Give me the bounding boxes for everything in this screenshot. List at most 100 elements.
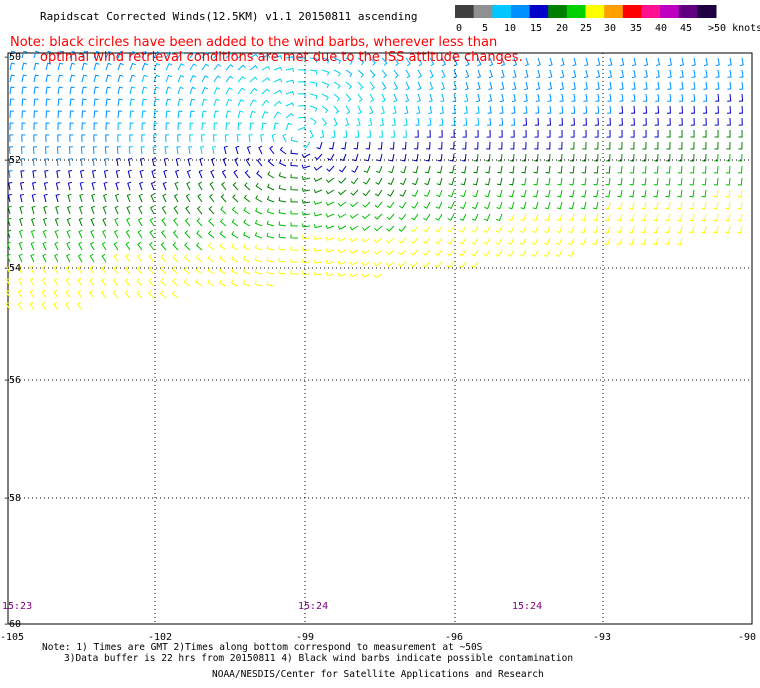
wind-barb — [495, 225, 503, 234]
wind-barb — [160, 266, 167, 275]
wind-barb — [136, 266, 143, 275]
wind-barb — [92, 169, 97, 179]
wind-barb — [220, 206, 227, 215]
wind-barb — [213, 63, 222, 71]
wind-barb — [21, 62, 28, 71]
wind-barb — [606, 129, 611, 138]
wind-barb — [235, 145, 240, 155]
wind-barb — [69, 74, 76, 83]
color-scale-label: 45 — [680, 23, 692, 34]
wind-barb — [189, 86, 196, 95]
wind-barb — [65, 253, 71, 263]
wind-barb — [137, 229, 143, 239]
wind-barb — [714, 129, 719, 138]
wind-barb — [386, 249, 395, 256]
wind-barb — [211, 145, 217, 155]
wind-barb — [331, 129, 336, 138]
wind-barb — [103, 193, 108, 203]
wind-barb — [195, 266, 203, 275]
wind-barb — [20, 146, 26, 155]
wind-barb — [545, 153, 551, 162]
wind-barb — [605, 177, 611, 186]
wind-barb — [117, 98, 123, 107]
wind-barb — [655, 93, 660, 102]
wind-barb — [248, 134, 253, 143]
wind-barb — [89, 265, 95, 275]
wind-barb — [679, 57, 684, 67]
wind-barb — [472, 189, 479, 198]
wind-barb — [727, 81, 732, 90]
wind-barb — [102, 205, 107, 215]
wind-barb — [405, 57, 411, 67]
wind-barb — [434, 237, 443, 245]
wind-barb — [249, 110, 256, 119]
wind-barb — [536, 57, 541, 67]
wind-barb — [237, 122, 243, 131]
wind-barb — [582, 129, 587, 138]
wind-barb — [231, 255, 239, 263]
wind-barb — [93, 74, 100, 83]
wind-barb — [254, 244, 263, 251]
wind-barb — [65, 289, 71, 299]
wind-barb — [535, 81, 541, 91]
wind-barb — [116, 158, 121, 167]
color-scale-swatch — [492, 5, 512, 18]
wind-barb — [313, 189, 323, 194]
wind-barb — [522, 129, 527, 138]
wind-barb — [387, 177, 395, 186]
wind-barb — [172, 230, 179, 239]
wind-barb — [655, 57, 661, 66]
wind-barb — [405, 93, 410, 103]
wind-barb — [113, 241, 119, 251]
wind-barb — [302, 247, 311, 252]
wind-barb — [126, 205, 131, 215]
wind-barb — [471, 249, 479, 257]
wind-barb — [484, 189, 491, 198]
wind-barb — [474, 141, 479, 150]
wind-barb — [410, 249, 419, 256]
wind-barb — [474, 129, 479, 138]
wind-barb — [8, 181, 13, 191]
wind-barb — [201, 110, 207, 119]
wind-barb — [201, 51, 210, 59]
wind-barb — [451, 117, 456, 126]
wind-barb — [737, 165, 743, 174]
wind-barb — [43, 193, 48, 203]
wind-barb — [459, 213, 467, 221]
time-label-1: 15:23 — [2, 601, 32, 612]
wind-barb — [153, 122, 158, 131]
wind-barb — [414, 141, 419, 150]
wind-barb — [435, 225, 443, 233]
wind-barb — [399, 189, 407, 197]
wind-barb — [31, 193, 36, 203]
wind-barb — [21, 98, 27, 107]
wind-barb — [619, 105, 624, 114]
wind-barb — [242, 268, 251, 275]
wind-barb — [53, 301, 59, 311]
wind-barb — [471, 225, 479, 233]
wind-barb — [260, 134, 265, 143]
wind-barb — [422, 261, 431, 268]
wind-barb — [569, 165, 575, 174]
wind-barb — [177, 110, 183, 119]
wind-barb — [237, 64, 246, 71]
wind-barb — [57, 98, 63, 107]
wind-barb — [606, 117, 611, 126]
wind-barb — [249, 64, 258, 71]
wind-barb — [375, 177, 383, 185]
wind-barb — [484, 201, 491, 210]
wind-barb — [654, 141, 659, 150]
wind-barb — [237, 52, 247, 59]
wind-barb — [381, 81, 387, 91]
wind-barb — [558, 141, 563, 150]
wind-barb — [441, 57, 446, 67]
wind-barb — [41, 265, 47, 275]
wind-barb — [68, 170, 73, 179]
wind-barb — [290, 174, 299, 179]
wind-barb — [349, 213, 359, 219]
wind-barb — [483, 225, 491, 233]
wind-barb — [607, 93, 612, 102]
wind-barb — [210, 169, 215, 179]
wind-barb — [398, 213, 407, 221]
wind-barb — [568, 201, 575, 210]
